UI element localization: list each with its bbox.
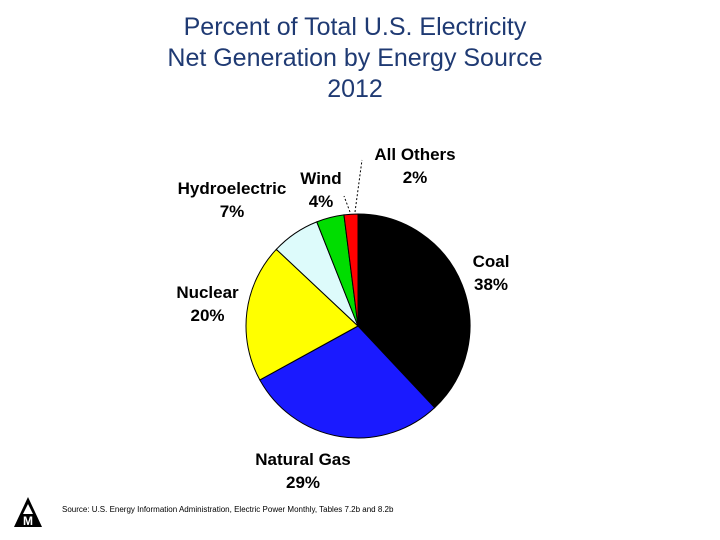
slice-label-hydroelectric: Hydroelectric (177, 179, 287, 198)
slice-value-hydroelectric: 7% (219, 202, 245, 221)
label-coal: Coal 38% (456, 250, 526, 296)
label-all-others: All Others 2% (362, 143, 468, 189)
title-line-3: 2012 (327, 75, 383, 103)
pie-slice-natural-gas (259, 325, 436, 439)
leader-line-wind (343, 195, 351, 213)
slice-value-all-others: 2% (402, 168, 428, 187)
pie-slice-nuclear (245, 248, 359, 381)
svg-text:M: M (23, 514, 33, 528)
slice-value-natural-gas: 29% (285, 473, 321, 492)
slice-value-wind: 4% (308, 192, 334, 211)
leader-line-all-others (354, 159, 363, 213)
pie-slice-coal (357, 213, 471, 409)
slice-value-coal: 38% (473, 275, 509, 294)
source-note: Source: U.S. Energy Information Administ… (62, 505, 394, 514)
pie-slice-all-others (343, 213, 359, 327)
title-line-1: Percent of Total U.S. Electricity (183, 13, 527, 41)
slice-label-nuclear: Nuclear (176, 283, 239, 302)
slice-value-nuclear: 20% (190, 306, 225, 325)
slice-label-wind: Wind (300, 169, 342, 188)
label-hydroelectric: Hydroelectric 7% (163, 177, 301, 223)
slice-label-all-others: All Others (374, 145, 456, 164)
slice-label-coal: Coal (472, 252, 510, 271)
title-line-2: Net Generation by Energy Source (167, 44, 543, 72)
mountain-m-logo-icon: M (12, 495, 44, 529)
slice-label-natural-gas: Natural Gas (255, 450, 351, 469)
label-nuclear: Nuclear 20% (160, 281, 255, 327)
label-natural-gas: Natural Gas 29% (236, 448, 370, 494)
label-wind: Wind 4% (291, 167, 351, 213)
chart-title: Percent of Total U.S. Electricity Net Ge… (90, 12, 620, 105)
